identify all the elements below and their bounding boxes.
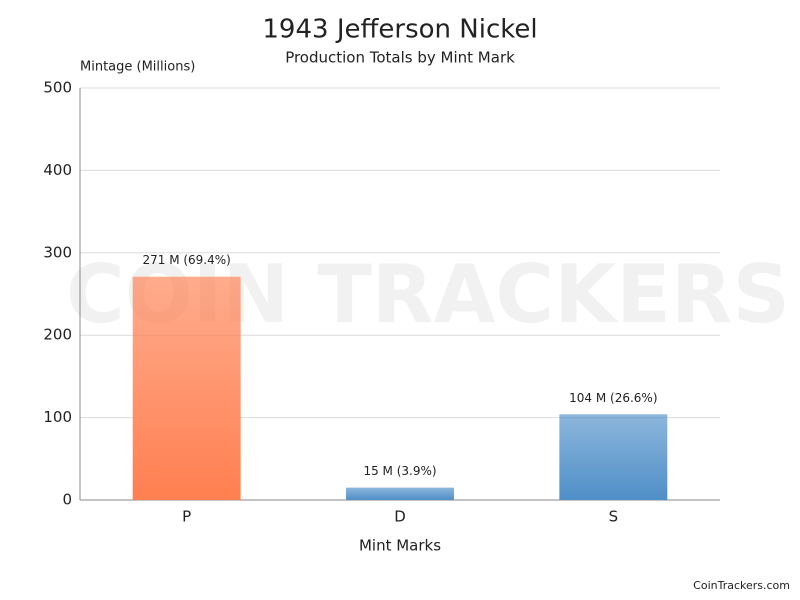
bar [132, 276, 241, 500]
value-label: 104 M (26.6%) [569, 391, 657, 405]
value-label: 271 M (69.4%) [142, 253, 230, 267]
x-tick-label: S [609, 508, 619, 526]
y-tick-label: 200 [43, 326, 72, 344]
credit: CoinTrackers.com [693, 579, 790, 592]
chart-subtitle: Production Totals by Mint Mark [285, 49, 515, 67]
y-tick-label: 300 [43, 243, 72, 261]
bar [346, 487, 454, 500]
value-label: 15 M (3.9%) [363, 464, 436, 478]
y-tick-label: 0 [62, 491, 72, 509]
bar [559, 414, 668, 500]
x-tick-label: D [394, 508, 406, 526]
y-axis-title: Mintage (Millions) [80, 60, 195, 75]
x-tick-label: P [182, 508, 191, 526]
x-axis-title: Mint Marks [359, 537, 441, 555]
y-tick-label: 500 [43, 79, 72, 97]
y-tick-label: 400 [43, 161, 72, 179]
y-tick-label: 100 [43, 408, 72, 426]
chart-title: 1943 Jefferson Nickel [262, 15, 537, 45]
